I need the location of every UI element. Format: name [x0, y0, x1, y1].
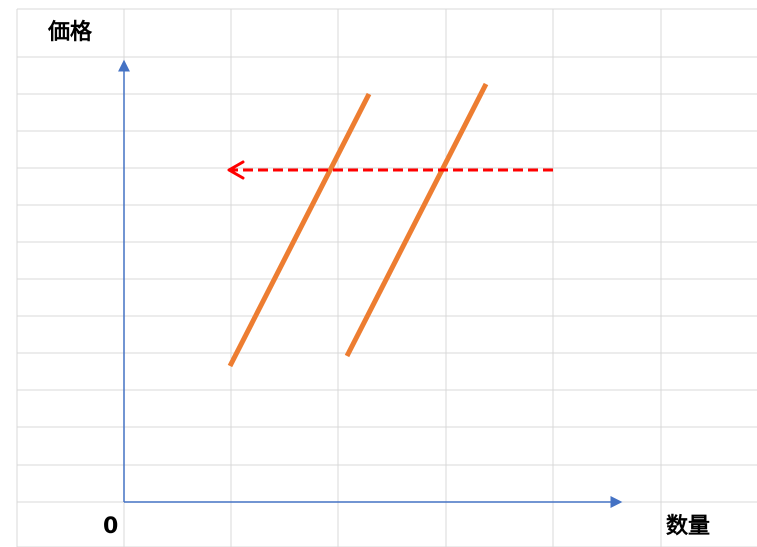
supply-curve-original [344, 82, 489, 358]
spreadsheet-grid [16, 8, 757, 547]
shift-arrow-head [227, 160, 245, 180]
supply-curve-shifted [227, 92, 372, 368]
y-axis-label: 価格 [48, 20, 93, 45]
x-axis-label: 数量 [666, 514, 711, 539]
origin-label: 0 [103, 514, 119, 539]
